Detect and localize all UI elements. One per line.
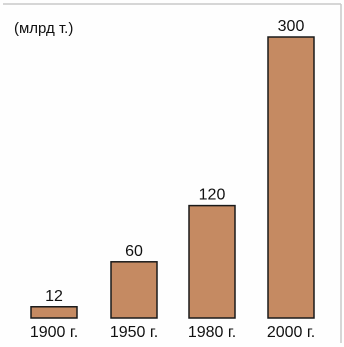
bar-2 bbox=[111, 262, 157, 318]
bars-group bbox=[31, 37, 314, 318]
bar-4 bbox=[268, 37, 314, 318]
value-label-3: 120 bbox=[199, 187, 226, 204]
category-label-4: 2000 г. bbox=[267, 324, 315, 341]
category-label-3: 1980 г. bbox=[188, 324, 236, 341]
bar-1 bbox=[31, 307, 77, 318]
bar-3 bbox=[189, 206, 235, 318]
category-label-1: 1900 г. bbox=[30, 324, 78, 341]
value-label-4: 300 bbox=[278, 18, 305, 35]
category-labels-group: 1900 г. 1950 г. 1980 г. 2000 г. bbox=[30, 324, 315, 341]
unit-label: (млрд т.) bbox=[14, 20, 73, 37]
value-label-2: 60 bbox=[125, 243, 143, 260]
value-labels-group: 12 60 120 300 bbox=[45, 18, 304, 305]
category-label-2: 1950 г. bbox=[110, 324, 158, 341]
value-label-1: 12 bbox=[45, 288, 63, 305]
